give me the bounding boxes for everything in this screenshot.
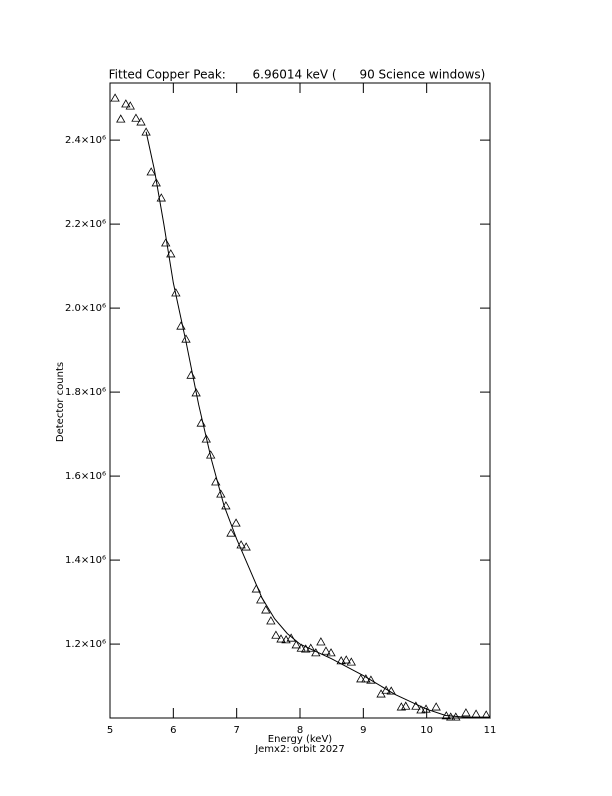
data-point bbox=[346, 657, 356, 666]
data-point bbox=[136, 117, 146, 126]
y-tick-label: 1.4×10⁶ bbox=[65, 555, 106, 566]
x-tick-label: 9 bbox=[360, 725, 366, 736]
y-tick-label: 2.0×10⁶ bbox=[65, 303, 106, 314]
data-point bbox=[191, 388, 201, 397]
data-point bbox=[216, 489, 226, 498]
data-point bbox=[110, 93, 120, 102]
data-point bbox=[276, 634, 286, 643]
y-tick-label: 2.4×10⁶ bbox=[65, 135, 106, 146]
data-point bbox=[431, 702, 441, 711]
data-point bbox=[341, 655, 351, 664]
data-point bbox=[141, 127, 151, 136]
x-tick-label: 10 bbox=[420, 725, 433, 736]
data-point bbox=[131, 113, 141, 122]
data-point bbox=[296, 643, 306, 652]
data-point bbox=[301, 644, 311, 653]
x-tick-label: 11 bbox=[484, 725, 497, 736]
data-point bbox=[161, 238, 171, 247]
x-tick-label: 7 bbox=[233, 725, 239, 736]
data-point bbox=[271, 630, 281, 639]
data-point bbox=[151, 178, 161, 187]
x-tick-label: 6 bbox=[170, 725, 176, 736]
data-point bbox=[461, 708, 471, 717]
y-tick-label: 1.8×10⁶ bbox=[65, 387, 106, 398]
data-point bbox=[266, 616, 276, 625]
x-axis-label: Energy (keV) bbox=[268, 734, 333, 745]
data-point bbox=[291, 640, 301, 649]
data-point bbox=[286, 633, 296, 642]
data-point bbox=[411, 701, 421, 710]
data-point bbox=[481, 710, 491, 719]
x-tick-label: 5 bbox=[107, 725, 113, 736]
subtitle: Jemx2: orbit 2027 bbox=[254, 744, 345, 755]
data-point bbox=[416, 705, 426, 714]
data-point bbox=[316, 637, 326, 646]
data-point bbox=[231, 518, 241, 527]
data-point bbox=[226, 528, 236, 537]
fit-line bbox=[145, 131, 490, 718]
data-point bbox=[446, 712, 456, 721]
data-point bbox=[421, 704, 431, 713]
data-point bbox=[241, 542, 251, 551]
data-point bbox=[261, 605, 271, 614]
data-point bbox=[366, 675, 376, 684]
data-point bbox=[381, 685, 391, 694]
y-tick-label: 1.2×10⁶ bbox=[65, 639, 106, 650]
data-point bbox=[121, 99, 131, 108]
y-axis-label: Detector counts bbox=[55, 362, 66, 442]
data-point bbox=[125, 101, 135, 110]
data-point bbox=[321, 646, 331, 655]
data-point bbox=[146, 167, 156, 176]
y-tick-label: 1.6×10⁶ bbox=[65, 471, 106, 482]
data-point bbox=[201, 434, 211, 443]
data-point bbox=[401, 701, 411, 710]
data-point bbox=[116, 114, 126, 123]
chart-title: Fitted Copper Peak: 6.96014 keV ( 90 Sci… bbox=[109, 68, 486, 82]
y-tick-label: 2.2×10⁶ bbox=[65, 219, 106, 230]
x-tick-label: 8 bbox=[297, 725, 303, 736]
data-point bbox=[356, 674, 366, 683]
data-point bbox=[326, 648, 336, 657]
